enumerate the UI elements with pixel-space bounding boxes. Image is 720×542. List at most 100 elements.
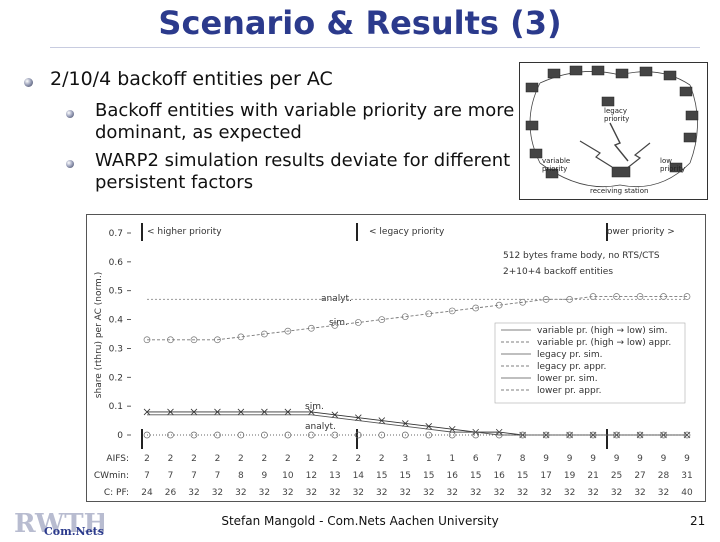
- table-cell: 2: [379, 454, 385, 464]
- data-point: [190, 431, 198, 439]
- table-cell: 7: [144, 471, 150, 481]
- table-cell: 2: [308, 454, 314, 464]
- table-cell: 10: [282, 471, 294, 481]
- rwth-logo: RWTH Com.Nets: [14, 508, 108, 539]
- table-cell: 8: [238, 471, 244, 481]
- data-point: [284, 431, 292, 439]
- table-cell: 16: [446, 471, 458, 481]
- data-point: [354, 431, 362, 439]
- data-point: [660, 431, 667, 439]
- bullet-level2: WARP2 simulation results deviate for dif…: [95, 150, 511, 193]
- table-cell: 9: [567, 454, 573, 464]
- data-point: [237, 431, 245, 439]
- table-cell: 32: [306, 488, 317, 498]
- table-cell: 32: [470, 488, 481, 498]
- table-cell: 32: [188, 488, 199, 498]
- table-cell: 27: [634, 471, 645, 481]
- table-cell: 7: [496, 454, 502, 464]
- data-point: [261, 330, 268, 338]
- table-cell: 1: [449, 454, 455, 464]
- table-cell: 15: [423, 471, 434, 481]
- table-cell: 32: [634, 488, 645, 498]
- bullet-level1: 2/10/4 backoff entities per AC: [50, 68, 333, 90]
- y-tick-label: 0.5: [109, 287, 123, 297]
- table-cell: 7: [191, 471, 197, 481]
- table-cell: 32: [259, 488, 270, 498]
- data-point: [519, 431, 527, 439]
- data-point: [167, 336, 174, 344]
- y-tick-label: 0: [117, 431, 123, 441]
- table-cell: 15: [376, 471, 387, 481]
- data-point: [425, 431, 433, 439]
- data-point: [401, 431, 409, 439]
- table-cell: 9: [590, 454, 596, 464]
- data-point: [448, 307, 456, 315]
- data-point: [566, 431, 573, 439]
- table-cell: 15: [400, 471, 411, 481]
- y-tick-label: 0.7: [109, 229, 123, 239]
- table-cell: 12: [306, 471, 317, 481]
- data-point: [495, 301, 503, 309]
- table-cell: 17: [540, 471, 551, 481]
- table-cell: 2: [332, 454, 338, 464]
- data-point: [237, 333, 245, 341]
- data-point: [355, 414, 362, 421]
- annotation: sim.: [305, 402, 324, 412]
- table-cell: 9: [637, 454, 643, 464]
- table-cell: 32: [282, 488, 293, 498]
- legacy-priority-label: legacy priority: [604, 107, 629, 123]
- low-priority-label: low priority: [660, 157, 685, 173]
- table-row-label: AIFS:: [106, 454, 129, 464]
- table-cell: 32: [235, 488, 246, 498]
- table-cell: 32: [212, 488, 223, 498]
- table-cell: 9: [684, 454, 690, 464]
- table-cell: 2: [355, 454, 361, 464]
- bullet-level2: Backoff entities with variable priority …: [95, 100, 515, 143]
- bullet-icon: [24, 78, 33, 87]
- series-line: [147, 296, 687, 341]
- table-cell: 7: [215, 471, 221, 481]
- table-cell: 9: [661, 454, 667, 464]
- network-diagram: legacy priority variable priority low prior…: [519, 62, 708, 200]
- data-point: [589, 431, 597, 439]
- data-point: [284, 408, 292, 416]
- legend-entry: legacy pr. sim.: [537, 350, 603, 360]
- data-point: [354, 319, 362, 326]
- y-tick-label: 0.2: [109, 373, 123, 383]
- data-point: [331, 321, 339, 329]
- data-point: [683, 293, 691, 300]
- table-cell: 1: [426, 454, 432, 464]
- table-cell: 16: [493, 471, 505, 481]
- data-point: [167, 408, 174, 416]
- table-cell: 40: [681, 488, 693, 498]
- table-cell: 32: [376, 488, 387, 498]
- table-cell: 2: [262, 454, 268, 464]
- table-cell: 6: [473, 454, 479, 464]
- table-cell: 15: [470, 471, 481, 481]
- table-cell: 32: [587, 488, 598, 498]
- region-label: < higher priority: [147, 227, 222, 237]
- data-point: [636, 431, 644, 439]
- table-cell: 32: [400, 488, 411, 498]
- data-point: [308, 408, 315, 416]
- table-cell: 32: [353, 488, 364, 498]
- data-point: [378, 417, 386, 424]
- data-point: [378, 316, 386, 323]
- legend-entry: lower pr. sim.: [537, 374, 598, 384]
- table-cell: 31: [681, 471, 692, 481]
- table-cell: 7: [168, 471, 174, 481]
- table-row-label: C: PF:: [104, 488, 129, 498]
- bullet-icon: [66, 110, 74, 118]
- table-cell: 9: [262, 471, 268, 481]
- legend-entry: variable pr. (high → low) appr.: [537, 338, 671, 348]
- table-cell: 28: [658, 471, 670, 481]
- region-label: < legacy priority: [369, 227, 445, 237]
- data-point: [237, 408, 245, 416]
- table-cell: 32: [611, 488, 622, 498]
- legend-entry: lower pr. appr.: [537, 386, 601, 396]
- page-number: 21: [690, 514, 706, 528]
- data-point: [448, 425, 456, 433]
- data-point: [425, 310, 433, 318]
- table-cell: 32: [517, 488, 528, 498]
- comnets-logo-text: Com.Nets: [44, 525, 104, 538]
